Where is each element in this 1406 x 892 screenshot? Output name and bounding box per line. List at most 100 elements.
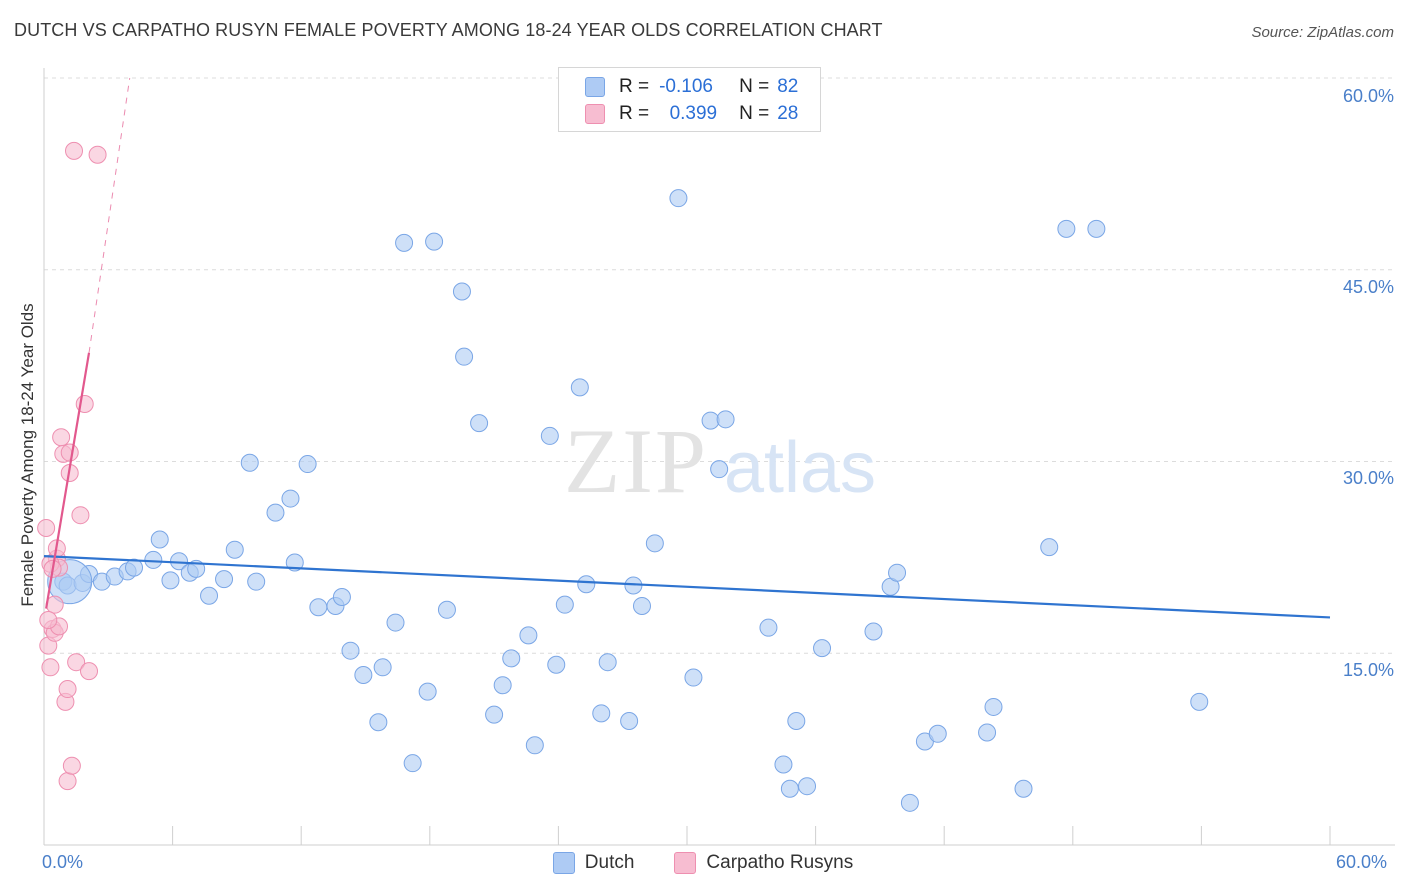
carpatho-rusyn-point [41,658,60,677]
legend-n-label: N = [739,103,770,124]
correlation-legend: R = -0.106 N = 82 R = 0.399 N = 28 [558,67,821,132]
dutch-point [900,793,919,812]
dutch-point [281,489,300,508]
dutch-point [470,414,489,433]
dutch-point [455,347,474,366]
dutch-point [716,410,735,429]
dutch-point [332,588,351,607]
legend-row-carpatho-rusyns: R = 0.399 N = 28 [585,102,798,126]
dutch-point [418,682,437,701]
dutch-point [437,600,456,619]
y-tick-label: 30.0% [1342,468,1394,488]
dutch-point [984,697,1003,716]
dutch-point [309,598,328,617]
legend-item-dutch: Dutch [552,852,635,874]
legend-label-dutch: Dutch [584,852,635,873]
dutch-point [570,378,589,397]
dutch-trend-line [43,554,1331,619]
dutch-point [780,779,799,798]
legend-label-carpatho-rusyns: Carpatho Rusyns [706,852,854,873]
dutch-point [813,639,832,658]
legend-r-value: 0.399 [669,103,718,124]
dutch-point [485,705,504,724]
gridlines [44,77,1395,654]
dutch-point [150,530,169,549]
legend-swatch-dutch [585,77,605,97]
dutch-point [354,665,373,684]
dutch-point [425,232,444,251]
dutch-point [1040,538,1059,557]
dutch-point [759,618,778,637]
watermark-atlas: atlas [724,428,876,508]
dutch-point [632,596,651,615]
dutch-point [577,575,596,594]
dutch-point [787,712,806,731]
dutch-point [1014,779,1033,798]
dutch-point [978,723,997,742]
legend-n-value: 28 [777,103,799,124]
dutch-point [864,622,883,641]
y-tick-label: 45.0% [1342,277,1394,297]
dutch-point [215,570,234,589]
carpatho-rusyn-point [67,653,86,672]
dutch-point [247,572,266,591]
dutch-point [161,571,180,590]
watermark-zip: ZIP [564,410,708,512]
series-legend: Dutch Carpatho Rusyns [0,852,1406,874]
x-tick-label: 60.0% [1336,852,1388,872]
carpatho-rusyn-trend-extension [88,77,131,353]
dutch-point [298,455,317,474]
legend-swatch-carpatho-rusyns [585,104,605,124]
carpatho-rusyn-trend-line [45,352,91,609]
legend-r-value: -0.106 [659,76,713,97]
dutch-point [285,553,304,572]
legend-n-label: N = [739,76,770,97]
dutch-point [701,411,720,430]
axes [43,68,1395,846]
carpatho-rusyn-point [62,756,81,775]
trend-lines [43,77,1331,619]
carpatho-rusyn-point [60,443,79,462]
dutch-point [1057,219,1076,238]
dutch-point [386,613,405,632]
legend-row-dutch: R = -0.106 N = 82 [585,75,798,99]
dutch-point [519,626,538,645]
dutch-point [369,713,388,732]
dutch-point [928,724,947,743]
dutch-point [373,658,392,677]
carpatho-rusyn-point [88,145,107,164]
dutch-point [1087,219,1106,238]
carpatho-rusyn-point [58,772,77,791]
series-carpatho-rusyns-points [37,92,636,791]
dutch-point [452,282,471,301]
legend-r-label: R = [619,76,650,97]
dutch-point [225,540,244,559]
dutch-point [669,189,688,208]
legend-r-label: R = [619,103,650,124]
carpatho-rusyn-point [37,518,56,537]
dutch-point [555,595,574,614]
dutch-point [598,653,617,672]
dutch-point [403,754,422,773]
y-axis-label: Female Poverty Among 18-24 Year Olds [18,303,37,607]
dutch-point [592,704,611,723]
dutch-point [547,655,566,674]
carpatho-rusyn-point [71,506,90,525]
dutch-point [774,755,793,774]
dutch-point [125,558,144,577]
x-tick-label: 0.0% [42,852,84,872]
carpatho-rusyn-point [39,611,58,630]
carpatho-rusyn-point [58,680,77,699]
carpatho-rusyn-point [80,662,99,681]
legend-swatch-carpatho-rusyns [674,852,697,874]
dutch-point [645,534,664,553]
dutch-point [240,453,259,472]
dutch-point [684,668,703,687]
carpatho-rusyn-point [52,428,71,447]
dutch-point [888,563,907,582]
dutch-point [798,777,817,796]
y-tick-label: 60.0% [1342,86,1394,106]
dutch-point [395,233,414,252]
carpatho-rusyn-point [65,141,84,160]
